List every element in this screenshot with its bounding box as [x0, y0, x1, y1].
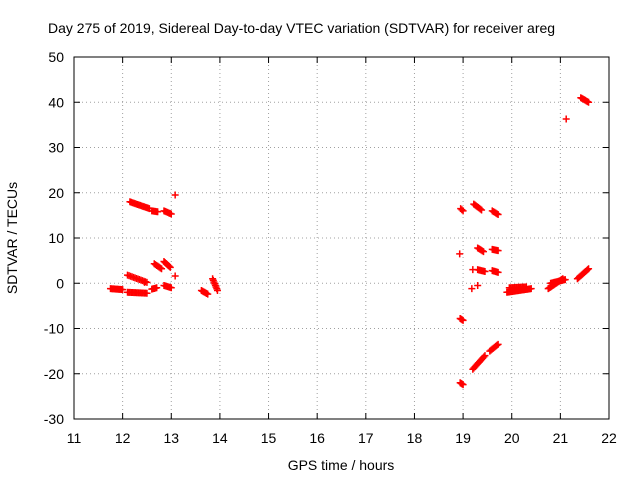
data-point	[158, 265, 166, 273]
data-point	[481, 267, 489, 275]
y-tick-label: 50	[48, 49, 64, 65]
data-point	[480, 353, 488, 361]
y-tick-label: 10	[48, 230, 64, 246]
data-point	[494, 268, 502, 276]
y-tick-label: -30	[44, 411, 64, 427]
y-tick-label: 30	[48, 140, 64, 156]
data-point	[468, 285, 476, 293]
data-point	[562, 115, 570, 123]
data-point	[171, 191, 179, 199]
data-point	[478, 206, 486, 214]
data-point	[165, 262, 173, 270]
x-tick-label: 11	[67, 430, 82, 446]
data-point	[458, 206, 466, 214]
data-point	[585, 98, 593, 106]
data-point	[493, 341, 501, 349]
plot-border	[73, 56, 610, 420]
y-tick-label: 20	[48, 185, 64, 201]
data-point	[476, 205, 484, 213]
data-point	[153, 284, 161, 292]
data-point	[494, 210, 502, 218]
x-tick-label: 13	[163, 430, 179, 446]
data-point	[481, 352, 489, 360]
data-points	[106, 94, 593, 389]
data-point	[469, 266, 477, 274]
x-tick-label: 17	[358, 430, 374, 446]
x-tick-label: 14	[212, 430, 228, 446]
x-tick-label: 21	[553, 430, 569, 446]
data-point	[154, 208, 162, 216]
x-tick-label: 16	[309, 430, 325, 446]
x-tick-label: 20	[504, 430, 520, 446]
data-point	[141, 278, 149, 286]
data-point	[119, 286, 127, 294]
data-point	[171, 272, 179, 280]
data-point	[213, 286, 221, 294]
chart-title: Day 275 of 2019, Sidereal Day-to-day VTE…	[48, 20, 555, 36]
data-point	[474, 282, 482, 290]
data-point	[585, 265, 593, 273]
data-point	[522, 283, 530, 291]
data-point	[494, 247, 502, 255]
y-axis-label: SDTVAR / TECUs	[4, 182, 20, 294]
data-point	[166, 263, 174, 271]
y-tick-labels: -30 -20 -10 0 10 20 30 40 50	[44, 49, 64, 427]
y-tick-label: 0	[56, 275, 64, 291]
x-tick-label: 19	[455, 430, 471, 446]
data-point	[167, 210, 175, 218]
y-tick-label: -10	[44, 321, 64, 337]
data-point	[527, 285, 535, 293]
x-axis-label: GPS time / hours	[288, 457, 395, 473]
data-point	[204, 290, 212, 298]
x-tick-label: 12	[115, 430, 131, 446]
y-tick-label: -20	[44, 366, 64, 382]
data-point	[156, 264, 164, 272]
y-tick-label: 40	[48, 94, 64, 110]
data-point	[459, 316, 467, 324]
data-point	[143, 289, 151, 297]
grid-lines	[74, 57, 609, 419]
data-point	[459, 207, 467, 215]
x-tick-label: 15	[261, 430, 277, 446]
data-point	[494, 340, 502, 348]
data-point	[561, 276, 569, 284]
x-tick-labels: 11 12 13 14 15 16 17 18 19 20 21 22	[67, 430, 617, 446]
data-point	[480, 248, 488, 256]
data-point	[584, 266, 592, 274]
data-point	[456, 250, 464, 258]
data-point	[459, 381, 467, 389]
x-tick-label: 22	[601, 430, 617, 446]
data-point	[167, 284, 175, 292]
x-tick-label: 18	[407, 430, 423, 446]
